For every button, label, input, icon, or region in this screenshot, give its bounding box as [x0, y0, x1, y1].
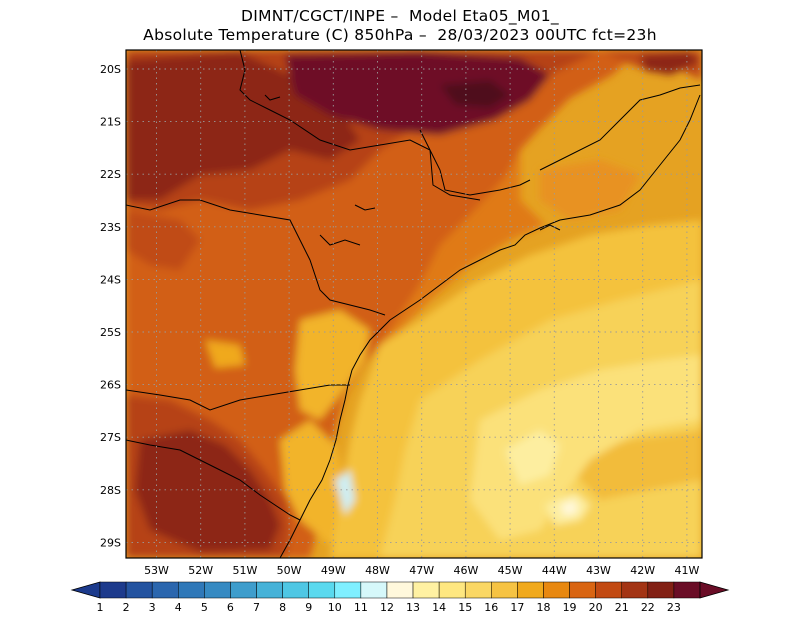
latitude-tick-label: 24S — [100, 273, 121, 286]
longitude-tick-label: 42W — [630, 564, 655, 577]
chart-title-line2: Absolute Temperature (C) 850hPa – 28/03/… — [143, 26, 657, 44]
colorbar-tick-label: 14 — [432, 601, 446, 614]
colorbar-swatch — [595, 581, 622, 599]
graticule — [126, 50, 702, 558]
colorbar-swatch — [256, 581, 283, 599]
colorbar-tick-label: 9 — [305, 601, 312, 614]
colorbar-low-arrow — [70, 581, 101, 599]
colorbar-swatch — [308, 581, 336, 599]
colorbar-tick-label: 3 — [149, 601, 156, 614]
chart-title-line1: DIMNT/CGCT/INPE – Model Eta05_M01_ — [240, 7, 559, 25]
latitude-tick-label: 27S — [100, 431, 121, 444]
longitude-tick-label: 53W — [144, 564, 169, 577]
colorbar-swatch — [99, 581, 127, 599]
colorbar-tick-label: 10 — [328, 601, 342, 614]
colorbar-swatch — [334, 581, 362, 599]
colorbar-tick-label: 12 — [380, 601, 394, 614]
colorbar-swatch — [569, 581, 596, 599]
longitude-tick-label: 46W — [453, 564, 478, 577]
colorbar-swatch — [517, 581, 544, 599]
longitude-tick-label: 51W — [232, 564, 257, 577]
colorbar-swatch — [125, 581, 153, 599]
longitude-labels: 53W 52W 51W 50W 49W 48W 47W 46W 45W 44W 43W 42W 41W — [144, 564, 699, 577]
colorbar-swatch — [438, 581, 466, 599]
colorbar-swatch — [282, 581, 309, 599]
latitude-tick-label: 25S — [100, 326, 121, 339]
longitude-tick-label: 50W — [277, 564, 302, 577]
latitude-tick-label: 22S — [100, 168, 121, 181]
colorbar-tick-label: 21 — [615, 601, 629, 614]
latitude-tick-label: 20S — [100, 63, 121, 76]
latitude-tick-label: 29S — [100, 536, 121, 549]
longitude-tick-label: 52W — [188, 564, 213, 577]
colorbar-tick-label: 18 — [536, 601, 550, 614]
colorbar-tick-label: 2 — [123, 601, 130, 614]
colorbar-swatch — [464, 581, 492, 599]
colorbar-tick-label: 11 — [354, 601, 368, 614]
colorbar-tick-label: 19 — [563, 601, 577, 614]
colorbar-tick-label: 7 — [253, 601, 260, 614]
longitude-tick-label: 41W — [674, 564, 699, 577]
longitude-tick-label: 49W — [321, 564, 346, 577]
colorbar-tick-label: 17 — [510, 601, 524, 614]
colorbar-swatch — [230, 581, 257, 599]
colorbar-tick-label: 4 — [175, 601, 182, 614]
map-frame — [125, 49, 703, 559]
colorbar-tick-label: 5 — [201, 601, 208, 614]
coastline-borders — [126, 50, 701, 558]
latitude-tick-label: 21S — [100, 116, 121, 129]
colorbar-tick-label: 16 — [484, 601, 498, 614]
colorbar-tick-label: 15 — [458, 601, 472, 614]
colorbar-tick-label: 23 — [667, 601, 681, 614]
colorbar-tick-label: 22 — [641, 601, 655, 614]
colorbar-swatch — [621, 581, 649, 599]
latitude-labels: 20S 21S 22S 23S 24S 25S 26S 27S 28S 29S — [100, 63, 121, 549]
colorbar-swatch — [204, 581, 231, 599]
colorbar-swatch — [412, 581, 440, 599]
colorbar-tick-label: 8 — [279, 601, 286, 614]
colorbar-tick-label: 13 — [406, 601, 420, 614]
latitude-tick-label: 28S — [100, 484, 121, 497]
colorbar-swatch — [178, 581, 205, 599]
colorbar-high-arrow — [699, 581, 730, 599]
latitude-tick-label: 23S — [100, 221, 121, 234]
latitude-tick-label: 26S — [100, 379, 121, 392]
colorbar: 1 2 3 4 5 6 7 8 9 10 11 12 13 14 15 16 17 18 19 20 21 22 23 — [70, 581, 730, 614]
colorbar-swatch — [360, 581, 388, 599]
longitude-tick-label: 48W — [365, 564, 390, 577]
colorbar-tick-label: 20 — [589, 601, 603, 614]
colorbar-swatch — [151, 581, 179, 599]
colorbar-tick-label: 6 — [227, 601, 234, 614]
colorbar-swatch — [673, 581, 701, 599]
colorbar-swatch — [491, 581, 518, 599]
longitude-tick-label: 45W — [498, 564, 523, 577]
colorbar-swatch — [386, 581, 414, 599]
colorbar-swatch — [543, 581, 570, 599]
colorbar-tick-label: 1 — [97, 601, 104, 614]
longitude-tick-label: 43W — [586, 564, 611, 577]
colorbar-swatch — [647, 581, 675, 599]
longitude-tick-label: 47W — [409, 564, 434, 577]
longitude-tick-label: 44W — [542, 564, 567, 577]
